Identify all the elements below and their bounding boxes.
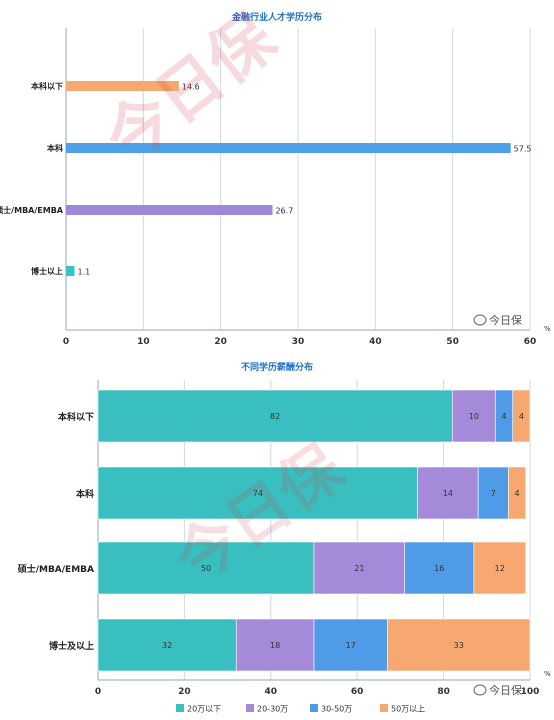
wechat-icon <box>473 684 487 696</box>
data-label: 33 <box>454 641 464 650</box>
stacked-bar-segment <box>235 618 315 672</box>
wechat-logo: 今日保 <box>473 313 522 327</box>
education-distribution-chart: 金融行业人才学历分布 0 10 20 30 40 50 60% 本科以下 14.6 本科 57.5 硕士… <box>0 0 551 347</box>
chart-title: 金融行业人才学历分布 <box>231 11 322 23</box>
stacked-bar-segment <box>451 389 496 443</box>
x-unit-label: % <box>544 325 551 333</box>
legend-label: 20-30万 <box>257 705 288 714</box>
data-label: 21 <box>354 564 364 573</box>
stacked-bar-segment <box>417 466 479 520</box>
x-tick-label: 20 <box>214 337 227 347</box>
wechat-logo-text: 今日保 <box>489 313 522 327</box>
stacked-bar-segment <box>97 541 315 595</box>
legend-swatch <box>380 704 388 712</box>
x-tick-label: 100 <box>521 687 540 697</box>
data-label: 4 <box>519 412 524 421</box>
stacked-bar-segment <box>313 541 406 595</box>
data-label: 17 <box>346 641 356 650</box>
bar <box>66 143 511 153</box>
bar <box>66 205 273 215</box>
category-label: 本科以下 <box>30 81 63 91</box>
legend-swatch <box>176 704 184 712</box>
x-tick-label: 10 <box>137 337 150 347</box>
legend-label: 20万以下 <box>187 705 221 714</box>
data-label: 4 <box>514 489 519 498</box>
data-label: 74 <box>253 489 263 498</box>
x-tick-label: 60 <box>351 687 364 697</box>
stacked-bar-segment <box>313 618 388 672</box>
category-label: 博士及以上 <box>49 640 94 652</box>
data-label: 1.1 <box>78 268 91 277</box>
data-label: 12 <box>495 564 505 573</box>
legend-swatch <box>310 704 318 712</box>
x-tick-label: 0 <box>95 687 101 697</box>
data-label: 10 <box>469 412 479 421</box>
data-label: 18 <box>270 641 280 650</box>
stacked-bar-segment <box>512 389 531 443</box>
stacked-bar-segment <box>387 618 531 672</box>
stacked-bar-segment <box>473 541 526 595</box>
bar <box>66 81 179 91</box>
data-label: 82 <box>270 412 280 421</box>
data-label: 32 <box>162 641 172 650</box>
x-tick-label: 40 <box>369 337 382 347</box>
data-label: 16 <box>434 564 444 573</box>
x-tick-label: 50 <box>446 337 459 347</box>
x-tick-label: 80 <box>437 687 450 697</box>
category-label: 本科 <box>76 488 94 500</box>
stacked-bar-segment <box>97 618 237 672</box>
bar <box>66 266 75 276</box>
wechat-icon <box>473 314 487 326</box>
legend-label: 50万以上 <box>391 705 425 714</box>
data-label: 14 <box>443 489 453 498</box>
data-label: 57.5 <box>514 145 532 154</box>
stacked-bar-segment <box>97 389 453 443</box>
category-label: 本科 <box>46 143 63 153</box>
x-tick-label: 0 <box>63 337 69 347</box>
wechat-logo: 今日保 <box>473 683 522 697</box>
category-label: 博士以上 <box>31 266 63 276</box>
stacked-bar-segment <box>477 466 509 520</box>
data-label: 50 <box>201 564 211 573</box>
x-unit-label: % <box>544 670 551 678</box>
data-label: 26.7 <box>275 207 293 216</box>
x-tick-label: 60 <box>524 337 537 347</box>
x-tick-label: 20 <box>178 687 191 697</box>
category-label: 本科以下 <box>58 411 94 423</box>
category-label: 硕士/MBA/EMBA <box>0 205 64 215</box>
legend-swatch <box>246 704 254 712</box>
wechat-logo-text: 今日保 <box>489 683 522 697</box>
chart-title: 不同学历薪酬分布 <box>241 361 313 373</box>
data-label: 7 <box>491 489 496 498</box>
data-label: 4 <box>502 412 507 421</box>
data-label: 14.6 <box>182 83 200 92</box>
legend-label: 30-50万 <box>321 705 352 714</box>
x-tick-label: 40 <box>265 687 278 697</box>
stacked-bar-segment <box>508 466 526 520</box>
stacked-bar-segment <box>404 541 475 595</box>
x-tick-label: 30 <box>292 337 305 347</box>
category-label: 硕士/MBA/EMBA <box>18 563 94 575</box>
